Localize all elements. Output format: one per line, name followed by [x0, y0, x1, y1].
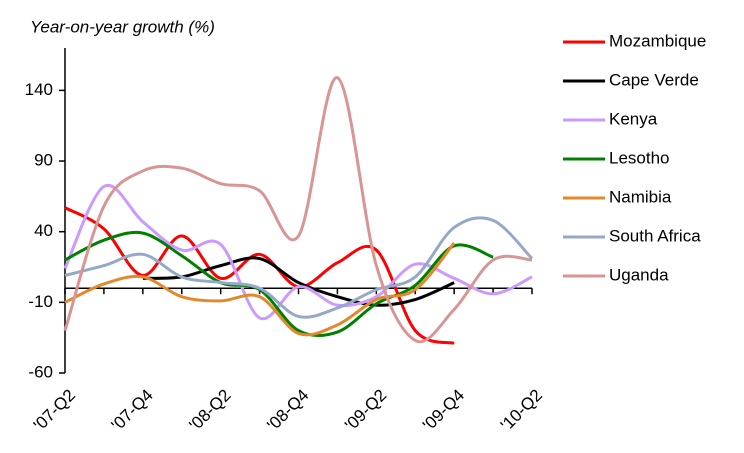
series-line — [142, 256, 455, 307]
y-tick-label: 140 — [25, 80, 53, 99]
legend-label: Cape Verde — [609, 70, 699, 89]
y-tick-label: 90 — [34, 151, 53, 170]
x-tick-label: '07-Q2 — [30, 386, 79, 435]
legend-label: Kenya — [609, 109, 658, 128]
legend-label: Namibia — [609, 187, 672, 206]
legend-label: Lesotho — [609, 148, 670, 167]
x-tick-label: '08-Q4 — [263, 386, 312, 435]
chart-title: Year-on-year growth (%) — [30, 17, 215, 36]
series-line — [63, 76, 533, 344]
x-tick-label: '08-Q2 — [186, 386, 235, 435]
x-tick-label: '09-Q4 — [419, 386, 468, 435]
series-line — [64, 206, 455, 345]
x-tick-label: '10-Q2 — [497, 386, 546, 435]
series-line — [63, 183, 533, 321]
y-tick-label: 40 — [34, 221, 53, 240]
y-tick-label: -10 — [28, 292, 53, 311]
series-line — [64, 230, 494, 338]
x-tick-label: '09-Q2 — [341, 386, 390, 435]
legend-label: Uganda — [609, 265, 669, 284]
legend-label: South Africa — [609, 226, 701, 245]
legend-label: Mozambique — [609, 31, 706, 50]
x-tick-label: '07-Q4 — [108, 386, 157, 435]
y-tick-label: -60 — [28, 362, 53, 381]
series-line — [64, 216, 534, 319]
